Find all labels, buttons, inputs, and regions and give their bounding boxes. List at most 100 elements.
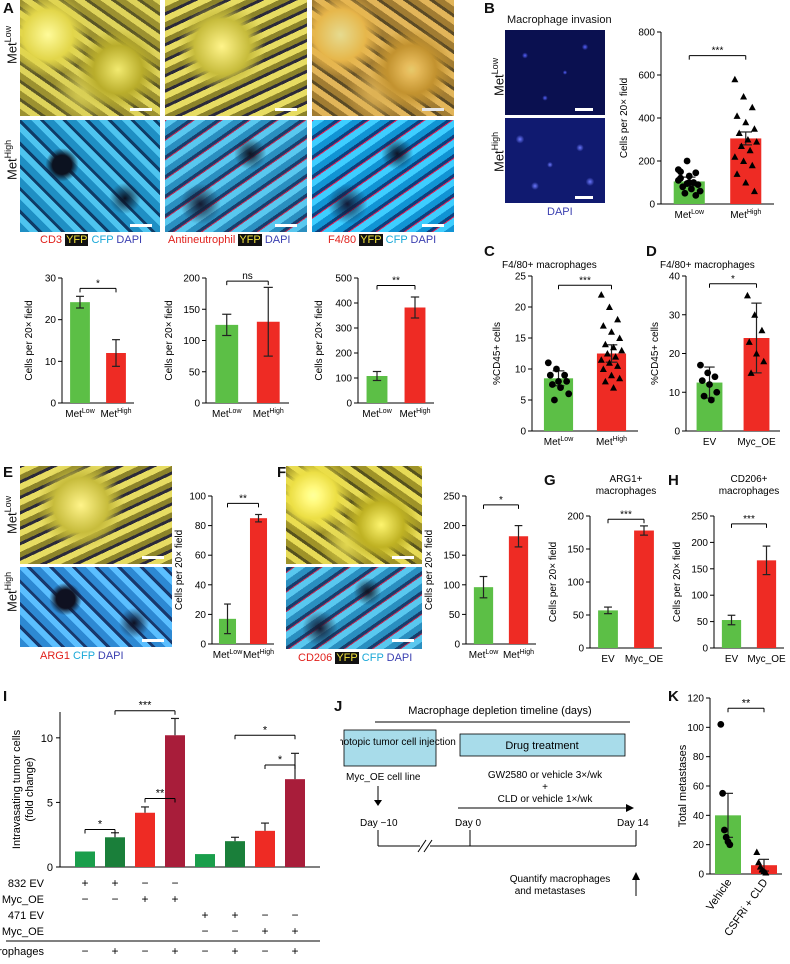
x-tick-label: MetLow	[469, 649, 499, 661]
treatment-cell: +	[291, 924, 298, 938]
y-tick-label: 10	[669, 388, 681, 399]
row-label-met-high-b: MetHigh	[490, 131, 507, 172]
data-point	[704, 369, 712, 377]
quantify-label-1: Quantify macrophages	[510, 874, 611, 885]
bar	[75, 851, 95, 867]
data-point	[546, 371, 554, 379]
chart-title-line1: ARG1+	[609, 474, 642, 485]
y-axis-label-line2: (fold change)	[24, 757, 36, 821]
treatment-row-label: 832 Myc_OE	[0, 894, 44, 906]
treatment-cell: −	[201, 924, 208, 938]
x-tick-label: MetHigh	[596, 436, 627, 448]
y-tick-label: 150	[691, 564, 708, 575]
injection-box-label: Orthotopic tumor cell injection	[340, 737, 456, 748]
bar	[634, 530, 654, 648]
data-point	[616, 334, 624, 341]
y-axis-label: Cells per 20× field	[314, 300, 325, 380]
x-tick-label: EV	[601, 654, 615, 665]
data-point	[711, 373, 719, 381]
y-tick-label: 30	[45, 274, 57, 285]
bar	[225, 841, 245, 867]
treatment-row-label: 471 Myc_OE	[0, 926, 44, 938]
data-point	[610, 384, 618, 391]
x-tick-label: MetHigh	[100, 408, 131, 420]
y-axis-label: Cells per 20× field	[174, 530, 185, 610]
bar	[70, 302, 90, 403]
y-tick-label: 60	[693, 782, 705, 793]
x-tick-label: Myc_OE	[737, 437, 776, 448]
data-point	[685, 172, 693, 180]
x-tick-label: MetHigh	[730, 209, 761, 221]
bar	[756, 560, 777, 648]
y-tick-label: 5	[520, 396, 526, 407]
x-tick-label: MetHigh	[503, 649, 534, 661]
treatment-cell: −	[261, 944, 268, 958]
y-tick-label: 100	[183, 336, 200, 347]
y-axis-label-line1: Intravasating tumor cells	[11, 729, 23, 849]
panel-label-g: G	[544, 472, 556, 489]
micrograph-f-low	[286, 466, 422, 564]
y-tick-label: 50	[573, 611, 585, 622]
y-tick-label: 200	[691, 538, 708, 549]
data-point	[605, 359, 613, 366]
treatment-cell: −	[141, 944, 148, 958]
data-point	[753, 350, 760, 357]
data-point	[748, 103, 756, 111]
x-tick-label: MetLow	[65, 408, 95, 420]
chart-i: 0 5 10 Intravasating tumor cells (fold chang…	[0, 700, 320, 958]
caption-a-neutrophil: Antineutrophil YFP DAPI	[168, 234, 291, 246]
y-tick-label: 20	[195, 610, 207, 621]
significance-label: ns	[242, 271, 253, 282]
data-point	[597, 356, 605, 363]
quantify-label-2: and metastases	[515, 886, 586, 897]
treatment-cell: −	[81, 892, 88, 906]
treatment-cell: +	[81, 876, 88, 890]
caption-e: ARG1 CFP DAPI	[40, 650, 124, 662]
y-tick-label: 10	[45, 357, 57, 368]
significance-label: ***	[579, 275, 591, 286]
data-point	[762, 869, 770, 876]
data-point	[692, 192, 700, 199]
y-tick-label: 100	[443, 580, 460, 591]
cell-line-label: Myc_OE cell line	[346, 772, 421, 783]
chart-a-cd3: 0 10 20 30 Cells per 20× field MetLow MetHigh *	[24, 274, 134, 420]
micrograph-a-cd3-low	[20, 0, 160, 116]
data-point	[683, 157, 691, 165]
significance-label: *	[96, 278, 100, 289]
treatment-cell: +	[111, 876, 118, 890]
x-tick-label: MetLow	[674, 209, 704, 221]
y-tick-label: 50	[697, 617, 709, 628]
cell-line-arrowhead	[374, 800, 382, 806]
data-point	[618, 346, 626, 354]
x-tick-label: MetHigh	[243, 649, 274, 661]
micrograph-a-neutrophil-low	[165, 0, 307, 116]
treatment-cell: −	[231, 924, 238, 938]
micrograph-a-f480-low	[312, 0, 454, 116]
y-tick-label: 20	[693, 840, 705, 851]
bar	[106, 353, 126, 403]
y-tick-label: 0	[698, 870, 704, 881]
significance-label: *	[499, 495, 503, 506]
treatment-cell: −	[261, 908, 268, 922]
data-point	[760, 357, 768, 365]
bar	[366, 376, 388, 403]
data-point	[608, 328, 615, 335]
panel-label-j: J	[334, 698, 343, 715]
data-point	[561, 371, 569, 379]
data-point	[758, 326, 766, 334]
y-tick-label: 5	[47, 797, 53, 809]
y-tick-label: 200	[638, 157, 655, 168]
data-point	[616, 374, 624, 382]
data-point	[548, 381, 556, 388]
data-point	[753, 138, 761, 145]
data-point	[713, 388, 721, 396]
chart-title-line2: macrophages	[719, 486, 780, 497]
data-point	[748, 161, 756, 169]
chart-g: ARG1+macrophages 0 50 100 150 200 Cells per 20…	[548, 474, 663, 665]
panel-label-k: K	[668, 688, 679, 705]
data-point	[733, 170, 741, 177]
y-tick-label: 400	[638, 114, 655, 125]
panel-label-b: B	[484, 0, 495, 17]
data-point	[599, 365, 607, 372]
data-point	[706, 381, 713, 388]
